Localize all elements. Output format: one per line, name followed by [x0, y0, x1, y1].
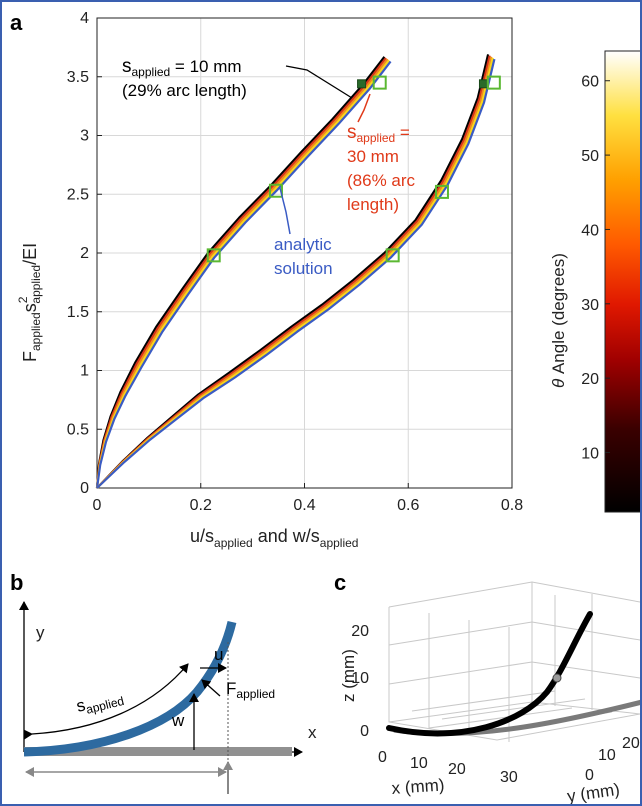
svg-text:sapplied =: sapplied =	[347, 122, 410, 145]
x-tick-label: 0.4	[293, 497, 315, 514]
annotation-analytic-leader	[279, 187, 291, 235]
annotation-10mm-leader	[285, 65, 353, 99]
x-tick-label: 0.2	[190, 497, 212, 514]
force-label: Fapplied	[226, 679, 275, 701]
series-u-line	[95, 60, 392, 489]
c-x-tick-20: 20	[448, 761, 466, 778]
data-marker	[268, 183, 283, 198]
y-tick-label: 2.5	[67, 186, 89, 203]
data-marker	[206, 248, 221, 263]
y-tick-label: 3	[80, 128, 89, 145]
svg-text:solution: solution	[274, 259, 333, 278]
annotation-10mm: sapplied = 10 mm	[122, 56, 242, 79]
straight-beam	[24, 747, 292, 756]
y-axis-label: Fapplieds2applied/EI	[16, 243, 43, 362]
c-y-label: y (mm)	[566, 780, 621, 804]
x-tick-label: 0.8	[501, 497, 523, 514]
svg-text:30 mm: 30 mm	[347, 147, 399, 166]
data-marker	[385, 248, 400, 263]
annotation-analytic: analytic solution	[274, 235, 333, 278]
data-marker	[434, 184, 449, 199]
c-x-tick-0: 0	[378, 749, 387, 766]
y-tick-label: 0	[80, 480, 89, 497]
c-y-tick-0: 0	[585, 767, 594, 784]
colorbar-ticks: 10 20 30 40 50 60	[581, 74, 610, 463]
x-tick-label: 0	[93, 497, 102, 514]
y-tick-label: 3.5	[67, 69, 89, 86]
svg-text:analytic: analytic	[274, 235, 332, 254]
b-y-label: y	[36, 623, 45, 642]
panel-letter-c: c	[334, 570, 346, 595]
c-z-tick-0: 0	[360, 723, 369, 740]
colorbar-gradient	[604, 50, 640, 513]
annotation-30mm: sapplied = 30 mm (86% arc length)	[347, 122, 416, 214]
colorbar-tick-label: 60	[581, 74, 599, 91]
tick-labels: 0 0.5 1 1.5 2 2.5 3 3.5 4 0 0.2 0.4 0.6 0.8	[67, 10, 523, 514]
panel-c: c 20 10 0 z (mm) 0 10 20 30 x (mm) 0	[334, 570, 640, 804]
colorbar: 10 20 30 40 50 60 θ Angle (degrees)	[549, 50, 640, 513]
c-marker	[552, 673, 562, 683]
colorbar-tick-label: 40	[581, 222, 599, 239]
s-applied-arc	[23, 663, 189, 740]
series-w-line	[96, 58, 496, 489]
panel-letter-a: a	[10, 10, 23, 35]
dark-marker	[478, 79, 488, 89]
x-tick-label: 0.6	[397, 497, 419, 514]
svg-text:(86% arc: (86% arc	[347, 171, 416, 190]
c-y-tick-10: 10	[598, 747, 616, 764]
c-z-label: z (mm)	[339, 649, 358, 702]
b-x-label: x	[308, 723, 317, 742]
colorbar-tick-label: 10	[581, 446, 599, 463]
y-tick-label: 4	[80, 10, 89, 27]
y-tick-label: 1.5	[67, 304, 89, 321]
colorbar-tick-label: 50	[581, 148, 599, 165]
force-arrow	[201, 679, 221, 697]
c-x-tick-30: 30	[500, 769, 518, 786]
colorbar-tick-label: 20	[581, 371, 599, 388]
u-label: u	[214, 645, 223, 664]
c-z-tick-10: 10	[351, 670, 369, 687]
dark-marker	[357, 79, 367, 89]
markers	[206, 75, 501, 263]
panel-b: b y x sapplied u w	[10, 570, 317, 794]
colorbar-label: θ Angle (degrees)	[549, 253, 568, 388]
deflected-beam	[23, 620, 237, 757]
panel-letter-b: b	[10, 570, 23, 595]
annotation-10mm-line2: (29% arc length)	[122, 81, 247, 100]
y-tick-label: 0.5	[67, 421, 89, 438]
c-y-tick-20: 20	[622, 735, 640, 752]
data-marker	[372, 75, 387, 90]
y-tick-label: 1	[80, 363, 89, 380]
s-applied-label: sapplied	[74, 686, 125, 719]
c-deformed-beam	[386, 611, 593, 737]
colorbar-tick-label: 30	[581, 297, 599, 314]
w-label: w	[171, 711, 185, 730]
annotation-30mm-leader	[357, 93, 371, 123]
c-x-label: x (mm)	[391, 775, 445, 798]
data-marker	[486, 75, 501, 90]
panel-a-plot: 0 0.5 1 1.5 2 2.5 3 3.5 4 0 0.2 0.4 0.6 0.8 sapplied …	[16, 10, 523, 550]
c-x-tick-10: 10	[410, 755, 428, 772]
c-z-tick-20: 20	[351, 623, 369, 640]
svg-text:length): length)	[347, 195, 399, 214]
curves	[95, 54, 496, 489]
x-axis-label: u/sapplied and w/sapplied	[190, 526, 358, 550]
y-tick-label: 2	[80, 245, 89, 262]
